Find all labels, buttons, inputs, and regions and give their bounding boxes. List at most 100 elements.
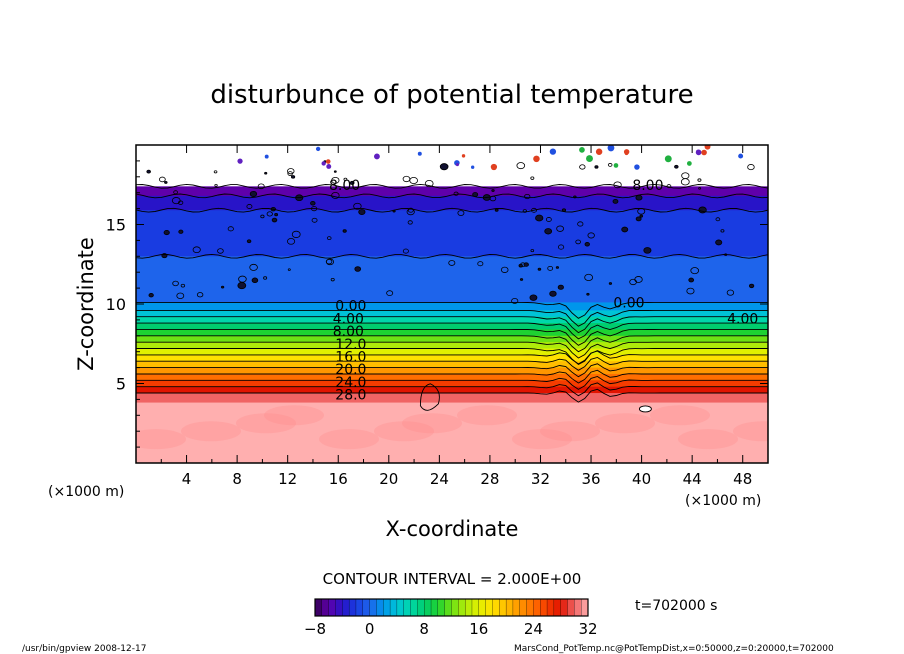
contour-blob <box>535 214 544 222</box>
colorbar-cell <box>314 598 323 617</box>
contour-line <box>136 301 768 319</box>
top-speck <box>455 163 459 167</box>
x-tick-label: 24 <box>430 470 449 488</box>
contour-blob <box>557 284 564 290</box>
colorbar-cell <box>376 598 384 617</box>
colorbar-cell <box>574 598 582 617</box>
contour-blob <box>291 230 301 238</box>
top-speck <box>664 155 672 163</box>
x-unit-left: (×1000 m) <box>48 484 124 500</box>
colorbar-cell <box>458 598 466 617</box>
top-speck <box>490 163 498 171</box>
contour-blob <box>331 192 340 199</box>
colorbar-cell <box>478 598 487 617</box>
contour-blob <box>173 190 178 195</box>
top-speck <box>264 154 269 159</box>
contour-blob <box>531 207 537 213</box>
contour-label: 28.0 <box>335 388 366 404</box>
contour-blob <box>639 214 644 218</box>
contour-blob <box>287 238 296 245</box>
colorbar-cell <box>581 598 589 617</box>
contour-blob <box>715 217 721 222</box>
contour-lines <box>136 183 768 403</box>
colorbar-tick-label: 8 <box>419 620 429 638</box>
colorbar-cell <box>471 598 480 617</box>
contour-line <box>136 309 768 327</box>
contour-label: 0.00 <box>613 295 644 311</box>
contour-blob <box>325 258 333 265</box>
top-speck <box>326 164 332 169</box>
contour-blob <box>238 275 247 283</box>
contour-blob <box>555 266 560 269</box>
field-layer-top <box>136 145 768 187</box>
top-speck <box>374 153 380 160</box>
contour-blob <box>310 201 316 206</box>
colorbar-cell <box>519 598 528 617</box>
colorbar-cell <box>410 598 418 617</box>
colorbar-cell <box>444 598 452 617</box>
contour-line <box>136 369 768 384</box>
contour-blob <box>330 277 335 282</box>
contour-blob <box>612 198 619 204</box>
top-speck <box>613 163 619 168</box>
colorbar-cell <box>396 598 405 617</box>
contour-line <box>136 341 768 359</box>
top-speck <box>461 154 466 158</box>
contour-blob <box>579 164 586 170</box>
top-speck <box>321 161 326 166</box>
field-layer <box>136 186 768 197</box>
top-speck <box>579 147 585 153</box>
contour-blob <box>584 242 590 247</box>
x-tick-label: 28 <box>480 470 499 488</box>
contour-blob <box>621 226 629 233</box>
surface-patch <box>733 421 768 442</box>
contour-blob <box>192 246 201 254</box>
contour-blob <box>674 164 679 169</box>
contour-blob <box>530 176 535 180</box>
field-layer <box>136 361 768 369</box>
colorbar-cell <box>492 598 500 617</box>
y-tick-label: 10 <box>106 295 126 314</box>
contour-blob <box>271 217 278 223</box>
contour-blob <box>402 248 409 254</box>
contour-label: 24.0 <box>335 375 366 391</box>
contour-blob <box>287 268 291 271</box>
contour-blob <box>720 229 725 233</box>
colorbar-cell <box>540 598 548 617</box>
surface-patch <box>512 429 572 450</box>
contour-labels: 8.00 8.000.00 0.004.00 4.008.0012.016.020.0… <box>329 178 758 404</box>
x-tick-label: 32 <box>531 470 550 488</box>
contour-blob <box>666 184 672 189</box>
contour-label: 4.00 <box>727 311 758 327</box>
y-tick-label: 15 <box>106 216 126 235</box>
y-axis-label: Z-coordinate <box>74 237 98 371</box>
top-speck <box>417 151 422 156</box>
colorbar-cell <box>567 598 575 617</box>
contour-line <box>136 350 768 365</box>
surface-contour <box>638 405 652 413</box>
colorbar-cell <box>355 598 364 617</box>
contour-blob <box>457 210 465 216</box>
colorbar-cell <box>464 598 473 617</box>
contour-label: 16.0 <box>335 349 366 365</box>
contour-line <box>136 363 768 378</box>
contour-blob <box>246 239 252 244</box>
contour-label: 12.0 <box>335 337 366 353</box>
top-speck <box>607 145 615 152</box>
field-layer <box>136 195 768 211</box>
contour-blob <box>529 294 538 301</box>
contour-line <box>136 207 768 213</box>
contour-label: 8.00 <box>333 324 364 340</box>
contour-line <box>136 357 768 371</box>
top-speck <box>701 149 707 156</box>
contour-blob <box>584 273 593 282</box>
contour-line <box>136 316 768 334</box>
contour-line <box>136 335 768 353</box>
contour-blob <box>354 266 362 272</box>
contour-blob <box>178 229 184 234</box>
surface-patch <box>402 413 462 434</box>
contour-blob <box>544 228 553 235</box>
contour-blob <box>439 163 449 171</box>
contour-blob <box>358 209 366 216</box>
colorbar-tick-label: 32 <box>578 620 597 638</box>
